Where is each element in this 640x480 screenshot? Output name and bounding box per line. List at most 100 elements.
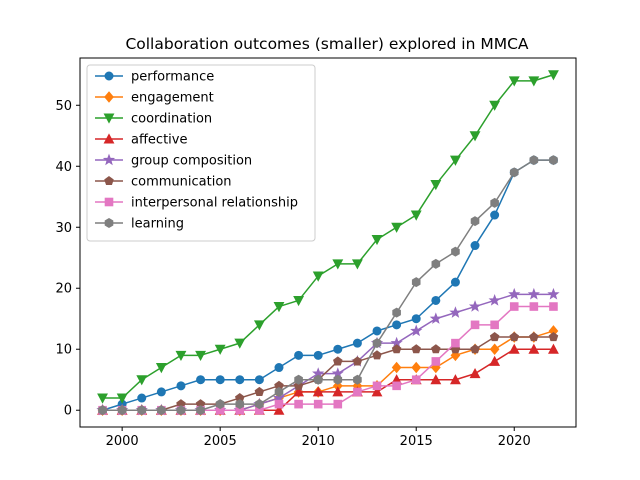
legend-item-affective: affective [95,133,187,148]
legend-label: learning [131,217,184,232]
data-point-performance [372,326,382,336]
legend-marker [104,197,114,207]
data-point-communication [372,350,382,360]
data-point-learning [196,405,205,416]
data-point-performance [156,387,166,397]
data-point-performance [431,295,441,305]
data-point-learning [529,155,539,166]
data-point-interpersonal-relationship [431,357,441,366]
data-point-performance [235,375,245,385]
data-point-coordination [214,344,226,355]
legend-marker [104,91,114,103]
data-point-interpersonal-relationship [529,302,539,311]
data-point-coordination [528,76,540,87]
data-point-learning [490,197,499,208]
data-point-affective [528,343,540,354]
data-point-interpersonal-relationship [313,399,323,409]
legend-label: engagement [131,91,214,106]
data-point-affective [548,343,559,354]
data-point-learning [372,338,382,349]
legend-item-learning: learning [95,217,184,232]
legend-label: performance [131,70,214,85]
data-point-learning [333,374,343,385]
chart-title: Collaboration outcomes (smaller) explore… [125,35,528,53]
data-point-communication [431,344,441,354]
legend: performance engagement coordination affecti… [86,64,316,242]
data-point-communication [529,332,539,342]
data-point-affective [312,386,324,397]
data-point-learning [235,399,245,410]
data-point-affective [469,367,481,379]
data-point-interpersonal-relationship [470,320,480,330]
data-point-interpersonal-relationship [294,399,303,409]
series-layer [96,70,560,417]
x-tick-label: 2015 [400,434,433,449]
data-point-group-composition [410,324,423,337]
data-point-group-composition [488,294,501,306]
legend-label: coordination [131,112,212,127]
data-point-communication [470,344,480,354]
data-point-communication [489,332,500,342]
data-point-affective [293,386,305,397]
data-point-interpersonal-relationship [274,399,284,409]
data-point-group-composition [449,306,462,318]
legend-marker [103,113,115,124]
data-point-communication [411,344,421,354]
data-point-performance [196,375,206,385]
data-point-coordination [508,76,520,87]
data-point-coordination [155,363,167,374]
data-point-communication [548,332,559,342]
data-point-coordination [469,131,481,142]
data-point-coordination [116,393,128,404]
data-point-learning [137,405,147,416]
data-point-performance [490,210,500,220]
data-point-learning [509,167,519,178]
axes: 2000 2005 2010 2015 2020 0 10 20 30 40 50 [55,57,577,449]
legend-item-communication: communication [95,175,232,190]
data-point-performance [392,320,402,330]
data-point-group-composition [468,300,482,312]
data-point-coordination [195,350,207,361]
data-point-learning [313,374,323,385]
data-point-performance [352,338,362,348]
data-point-interpersonal-relationship [411,375,421,385]
legend-box [86,64,316,242]
data-point-group-composition [429,312,442,324]
data-point-performance [411,314,421,324]
data-point-communication [254,386,265,396]
data-point-coordination [391,222,403,233]
legend-item-coordination: coordination [95,112,212,127]
data-point-coordination [332,259,344,270]
data-point-group-composition [508,287,521,300]
data-point-affective [371,386,383,397]
data-point-learning [411,277,421,288]
data-point-affective [332,386,344,397]
data-point-interpersonal-relationship [392,381,401,391]
x-tick-label: 2000 [106,434,139,449]
data-point-communication [333,356,343,366]
legend-marker [104,175,114,186]
data-point-engagement [411,361,422,374]
legend-marker [102,153,116,166]
data-point-performance [313,350,323,360]
data-point-interpersonal-relationship [372,381,382,391]
data-point-learning [98,405,107,416]
data-point-affective [430,374,442,385]
data-point-coordination [548,70,559,81]
data-point-group-composition [547,287,560,300]
data-point-coordination [234,338,246,349]
legend-label: group composition [131,154,252,169]
data-point-learning [274,386,284,397]
data-point-learning [215,399,225,410]
data-point-engagement [489,343,500,356]
legend-marker [104,218,114,228]
y-tick-label: 50 [55,99,72,114]
data-point-learning [431,258,441,269]
legend-marker [104,71,114,81]
legend-marker [103,133,115,144]
data-point-learning [255,399,264,410]
series-interpersonal-relationship [98,302,558,415]
data-point-performance [274,363,284,373]
data-point-performance [470,241,480,251]
y-tick-label: 20 [55,282,72,297]
